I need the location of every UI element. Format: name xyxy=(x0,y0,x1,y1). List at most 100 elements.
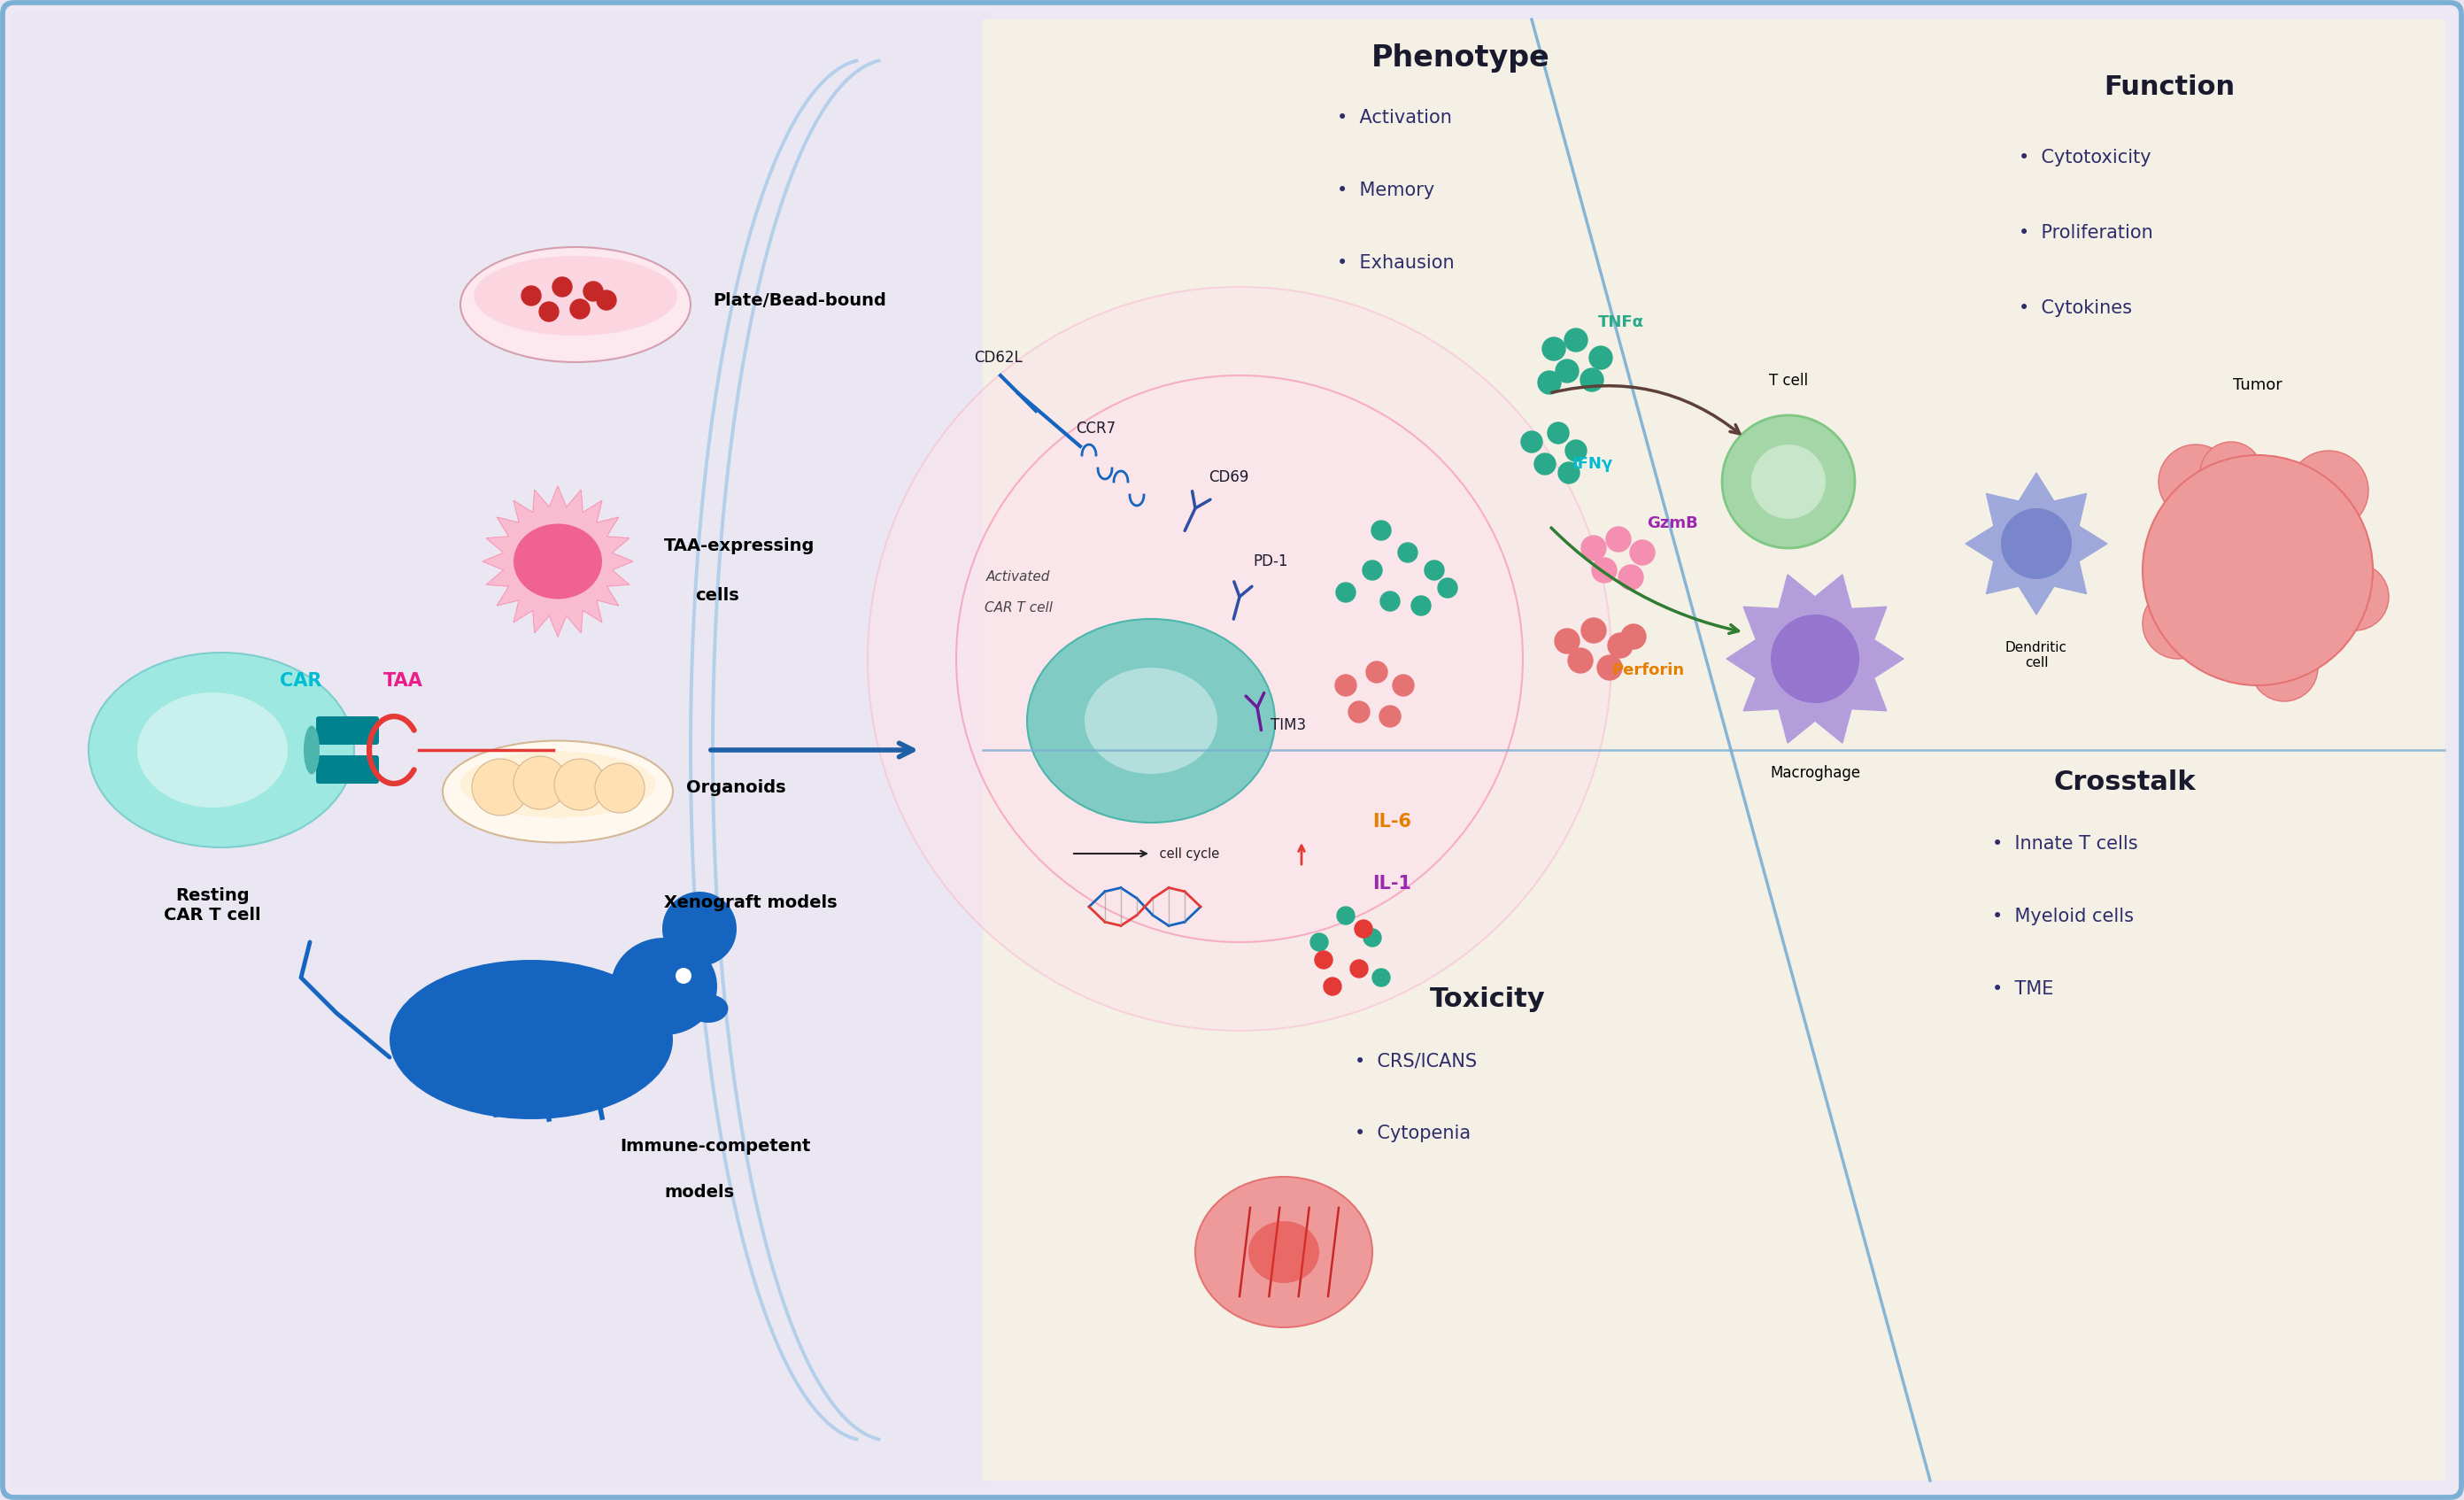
Circle shape xyxy=(1565,440,1587,462)
Ellipse shape xyxy=(1249,1221,1318,1282)
Circle shape xyxy=(1538,370,1560,395)
Circle shape xyxy=(584,282,604,302)
Circle shape xyxy=(594,764,646,813)
Circle shape xyxy=(1323,978,1340,996)
Text: IL-6: IL-6 xyxy=(1372,813,1412,831)
Text: TAA-expressing: TAA-expressing xyxy=(663,537,816,554)
Circle shape xyxy=(1355,920,1372,938)
Circle shape xyxy=(2321,562,2388,630)
Text: Function: Function xyxy=(2104,75,2235,101)
Text: •  Exhausion: • Exhausion xyxy=(1338,254,1454,272)
Polygon shape xyxy=(1727,574,1905,742)
Circle shape xyxy=(2001,509,2072,579)
Circle shape xyxy=(552,278,572,297)
Circle shape xyxy=(1555,360,1579,383)
Circle shape xyxy=(1619,566,1643,590)
Circle shape xyxy=(2289,450,2368,531)
Ellipse shape xyxy=(687,995,729,1023)
Ellipse shape xyxy=(389,960,673,1119)
Text: Dendritic
cell: Dendritic cell xyxy=(2006,640,2067,670)
Text: CD69: CD69 xyxy=(1207,470,1249,485)
Polygon shape xyxy=(483,486,633,636)
Circle shape xyxy=(596,291,616,310)
Circle shape xyxy=(1589,347,1611,369)
Circle shape xyxy=(1565,328,1587,351)
Ellipse shape xyxy=(138,693,288,807)
Circle shape xyxy=(2250,634,2319,702)
Ellipse shape xyxy=(611,938,717,1035)
Polygon shape xyxy=(1966,473,2107,615)
Circle shape xyxy=(1607,526,1631,552)
FancyBboxPatch shape xyxy=(315,756,379,783)
Circle shape xyxy=(569,300,589,320)
Text: •  Activation: • Activation xyxy=(1338,110,1451,126)
Circle shape xyxy=(1579,369,1604,392)
Circle shape xyxy=(1597,656,1621,680)
Text: Activated: Activated xyxy=(986,570,1050,584)
FancyBboxPatch shape xyxy=(10,10,993,1490)
Text: Plate/Bead-bound: Plate/Bead-bound xyxy=(712,292,887,309)
Circle shape xyxy=(1609,633,1634,658)
Text: T cell: T cell xyxy=(1769,374,1809,388)
Ellipse shape xyxy=(461,752,655,818)
Circle shape xyxy=(554,759,606,810)
Ellipse shape xyxy=(89,652,355,847)
Text: •  TME: • TME xyxy=(1991,980,2053,998)
Circle shape xyxy=(1542,338,1565,360)
Circle shape xyxy=(675,968,692,984)
Circle shape xyxy=(1424,561,1444,581)
Text: cells: cells xyxy=(695,587,739,603)
Text: CD62L: CD62L xyxy=(973,350,1023,366)
Text: IL-1: IL-1 xyxy=(1372,874,1412,892)
Ellipse shape xyxy=(1084,668,1217,774)
Circle shape xyxy=(1311,933,1328,951)
Text: Phenotype: Phenotype xyxy=(1372,44,1550,72)
Circle shape xyxy=(2144,588,2213,658)
Circle shape xyxy=(1335,675,1355,696)
Circle shape xyxy=(867,287,1611,1030)
Text: TAA: TAA xyxy=(382,672,424,690)
Circle shape xyxy=(1621,624,1646,650)
Circle shape xyxy=(1547,423,1570,444)
Circle shape xyxy=(1335,582,1355,602)
Text: Organoids: Organoids xyxy=(685,779,786,795)
Circle shape xyxy=(1380,591,1400,610)
Text: Resting
CAR T cell: Resting CAR T cell xyxy=(165,886,261,924)
Text: •  Cytopenia: • Cytopenia xyxy=(1355,1125,1471,1143)
Text: cell cycle: cell cycle xyxy=(1156,847,1220,860)
Circle shape xyxy=(1372,520,1390,540)
Circle shape xyxy=(956,375,1523,942)
Circle shape xyxy=(1350,960,1368,978)
Circle shape xyxy=(1380,705,1400,728)
Circle shape xyxy=(1372,969,1390,987)
Text: Immune-competent: Immune-competent xyxy=(621,1137,811,1154)
Text: •  CRS/ICANS: • CRS/ICANS xyxy=(1355,1052,1476,1070)
Circle shape xyxy=(522,287,542,306)
Text: PD-1: PD-1 xyxy=(1252,554,1289,570)
Circle shape xyxy=(1439,578,1456,597)
Text: •  Innate T cells: • Innate T cells xyxy=(1991,836,2139,852)
Text: CCR7: CCR7 xyxy=(1077,420,1116,436)
Text: CAR T cell: CAR T cell xyxy=(983,602,1052,615)
Circle shape xyxy=(663,891,737,966)
Circle shape xyxy=(473,759,530,816)
Circle shape xyxy=(1520,430,1542,453)
Text: •  Proliferation: • Proliferation xyxy=(2018,224,2154,242)
Text: Xenograft models: Xenograft models xyxy=(663,894,838,911)
Text: models: models xyxy=(663,1184,734,1200)
Circle shape xyxy=(2144,455,2373,686)
Circle shape xyxy=(1567,648,1592,674)
Text: •  Cytokines: • Cytokines xyxy=(2018,300,2131,316)
Text: Toxicity: Toxicity xyxy=(1429,987,1545,1013)
Ellipse shape xyxy=(1027,620,1274,822)
Circle shape xyxy=(1363,561,1382,581)
Polygon shape xyxy=(483,486,633,636)
Circle shape xyxy=(1397,543,1417,562)
Circle shape xyxy=(1412,596,1432,615)
Text: Crosstalk: Crosstalk xyxy=(2055,770,2195,795)
Ellipse shape xyxy=(513,524,601,599)
Text: •  Memory: • Memory xyxy=(1338,182,1434,200)
Circle shape xyxy=(1631,540,1656,566)
Ellipse shape xyxy=(461,248,690,362)
Text: IFNγ: IFNγ xyxy=(1572,456,1611,473)
